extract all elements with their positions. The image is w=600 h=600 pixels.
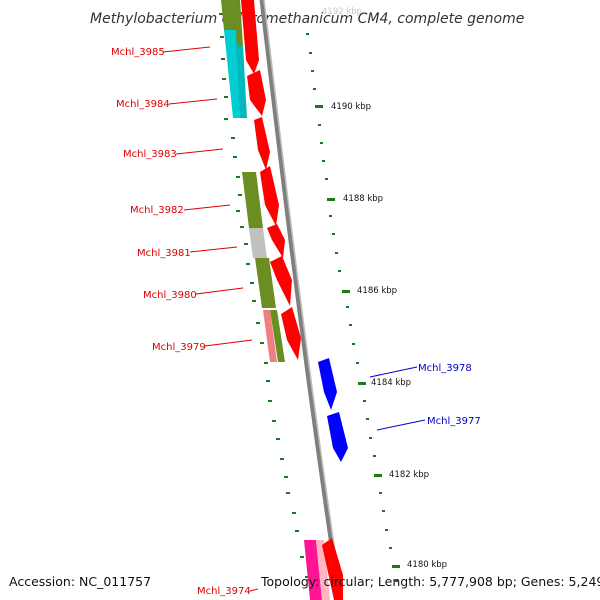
- scale-label-4182: 4182 kbp: [389, 470, 429, 480]
- label-leaders-left: [162, 46, 259, 592]
- cog-blocks: [221, 0, 330, 600]
- genome-title: Methylobacterium chloromethanicum CM4, c…: [90, 11, 524, 27]
- scale-label-partial: 4192 kbp: [322, 7, 362, 17]
- gene-shape-3977: [327, 412, 348, 462]
- gene-label-mchl-3982[interactable]: Mchl_3982: [130, 205, 184, 216]
- scale-label-4188: 4188 kbp: [343, 194, 383, 204]
- scale-major-ticks: [315, 105, 400, 568]
- gene-label-mchl-3979[interactable]: Mchl_3979: [152, 342, 206, 353]
- scale-label-4180: 4180 kbp: [407, 560, 447, 570]
- gene-shape-3978: [318, 358, 337, 410]
- gene-label-mchl-3985[interactable]: Mchl_3985: [111, 47, 165, 58]
- gene-shape-3974: [322, 538, 343, 600]
- reverse-genes: [318, 358, 348, 462]
- scale-track-right: [306, 33, 398, 582]
- gene-label-mchl-3983[interactable]: Mchl_3983: [123, 149, 177, 160]
- gene-label-mchl-3974[interactable]: Mchl_3974: [197, 586, 251, 597]
- gene-label-mchl-3980[interactable]: Mchl_3980: [143, 290, 197, 301]
- gene-shape-3981: [267, 224, 285, 258]
- gene-shape-3979: [281, 307, 301, 360]
- gene-label-mchl-3977[interactable]: Mchl_3977: [427, 416, 481, 427]
- gene-label-mchl-3978[interactable]: Mchl_3978: [418, 363, 472, 374]
- label-leaders-right: [369, 366, 426, 431]
- gene-shape-3985: [241, 0, 259, 74]
- gene-shape-3984: [247, 70, 266, 116]
- gene-shape-3980: [270, 256, 292, 306]
- accession-text: Accession: NC_011757: [9, 574, 151, 589]
- gene-label-mchl-3981[interactable]: Mchl_3981: [137, 248, 191, 259]
- topology-text: Topology: circular; Length: 5,777,908 bp…: [260, 574, 600, 589]
- genome-backbone: [259, 0, 343, 600]
- scale-label-4190: 4190 kbp: [331, 102, 371, 112]
- scale-label-4186: 4186 kbp: [357, 286, 397, 296]
- cog-track-left: [219, 13, 309, 578]
- gene-shape-3983: [254, 117, 270, 170]
- gene-shape-3982: [260, 166, 279, 226]
- scale-label-4184: 4184 kbp: [371, 378, 411, 388]
- gene-label-mchl-3984[interactable]: Mchl_3984: [116, 99, 170, 110]
- forward-genes: [241, 0, 343, 600]
